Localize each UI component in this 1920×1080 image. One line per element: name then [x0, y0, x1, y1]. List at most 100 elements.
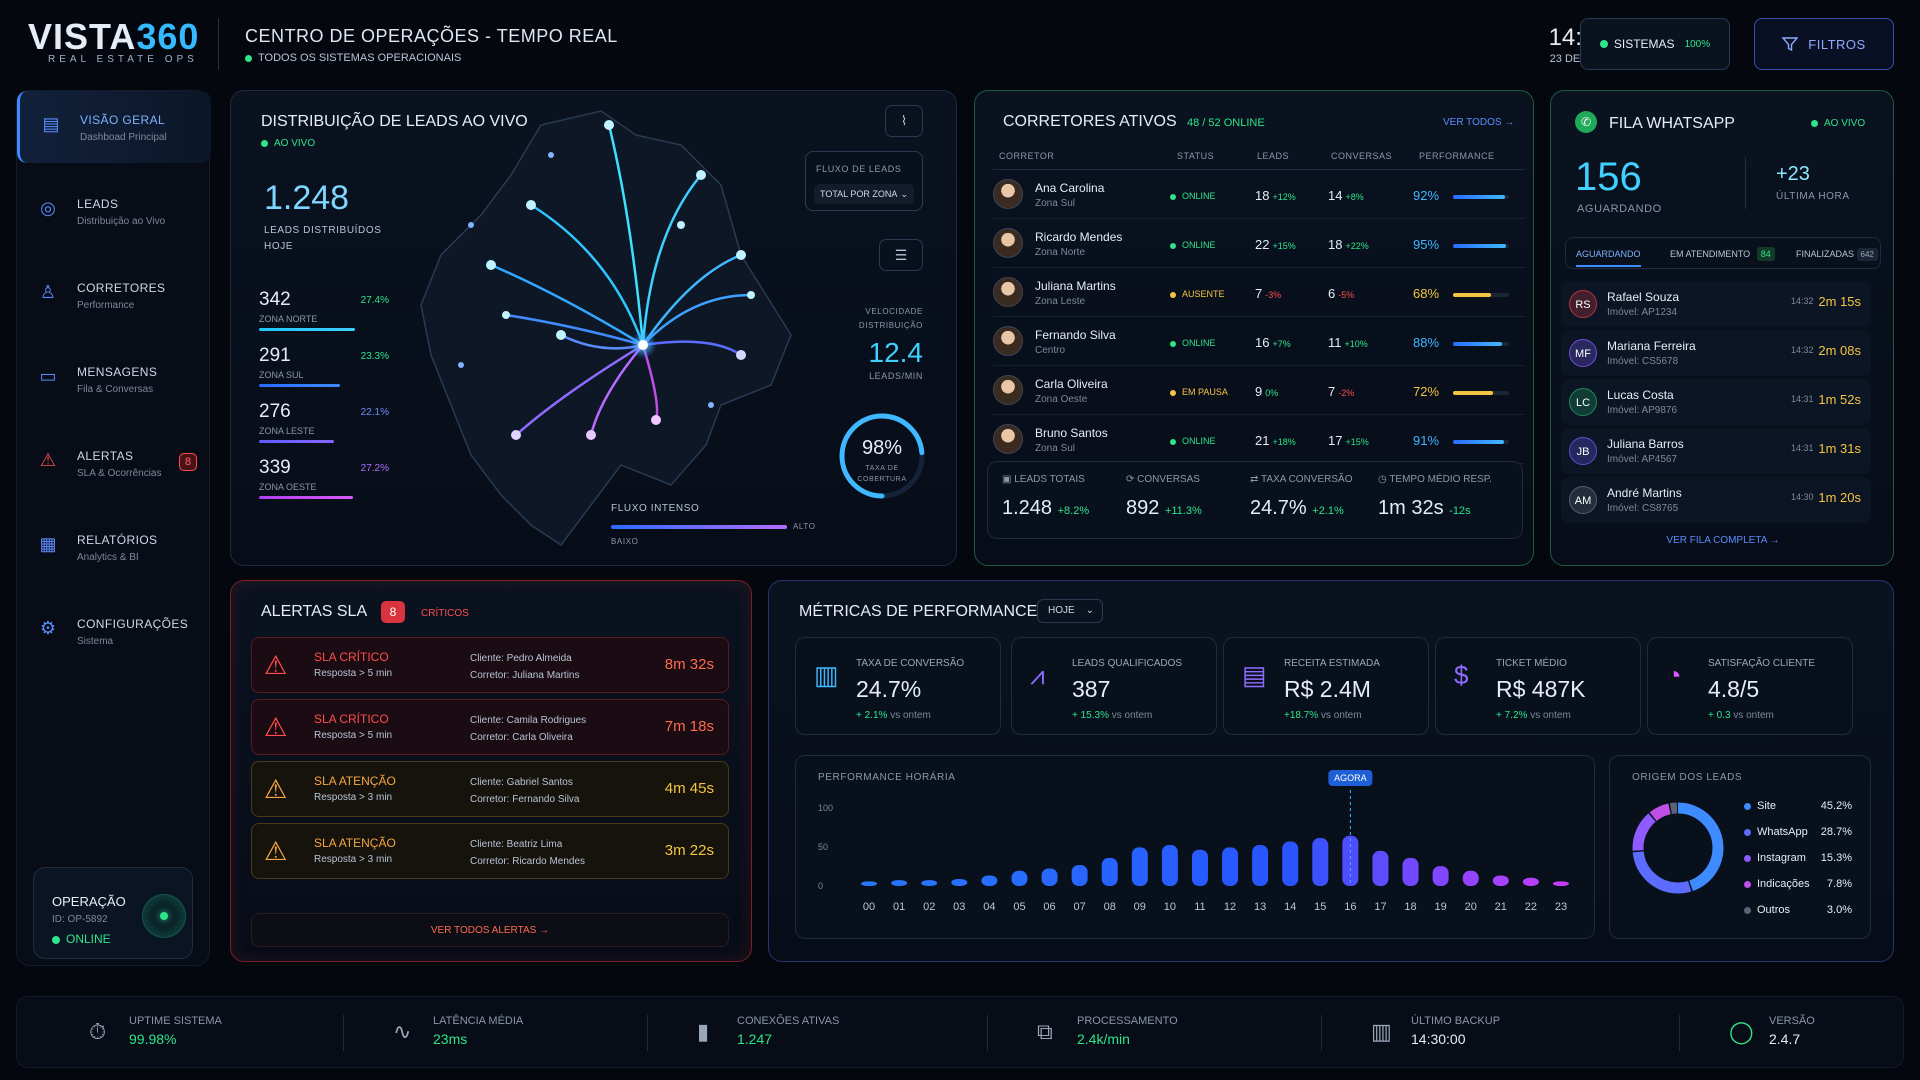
pulse-icon: ∿	[393, 1019, 412, 1044]
broker-row[interactable]: Ricardo Mendes Zona Norte ONLINE 22 +15% 18 +2…	[993, 220, 1525, 268]
sidebar-item-messages[interactable]: ▭ MENSAGENS Fila & Conversas	[17, 343, 211, 415]
footer-stat: ▥ ÚLTIMO BACKUP 14:30:00	[1371, 1015, 1571, 1051]
sidebar-item-leads[interactable]: ◎ LEADS Distribuição ao Vivo	[17, 175, 211, 247]
legend-item: Indicações 7.8%	[1744, 878, 1852, 890]
metric-delta: +18.7% vs ontem	[1284, 710, 1362, 721]
leads-total-label: LEADS DISTRIBUÍDOS	[264, 225, 382, 236]
footer-divider	[647, 1015, 648, 1051]
sidebar-item-overview[interactable]: ▤ VISÃO GERAL Dashboad Principal	[17, 91, 211, 163]
broker-zone: Zona Oeste	[1035, 394, 1088, 405]
sla-alert-item[interactable]: ⚠ SLA ATENÇÃO Resposta > 3 min Cliente: Bea…	[251, 823, 729, 879]
sidebar-item-reports[interactable]: ▦ RELATÓRIOS Analytics & BI	[17, 511, 211, 583]
legend-item: WhatsApp 28.7%	[1744, 826, 1852, 838]
filters-button[interactable]: FILTROS	[1754, 18, 1894, 70]
metric-label: RECEITA ESTIMADA	[1284, 658, 1380, 669]
live-dot-icon	[261, 139, 268, 147]
brokers-title: CORRETORES ATIVOS	[1003, 113, 1177, 130]
sla-alert-item[interactable]: ⚠ SLA CRÍTICO Resposta > 5 min Cliente: Cam…	[251, 699, 729, 755]
x-tick-label: 15	[1314, 901, 1326, 913]
broker-leads: 18 +12%	[1255, 188, 1296, 203]
broker-status: ONLINE	[1170, 240, 1216, 250]
list-view-button[interactable]: ☰	[879, 239, 923, 271]
hour-bar	[981, 875, 998, 886]
queue-wait: 2m 15s	[1818, 294, 1861, 309]
queue-property: Imóvel: CS8765	[1607, 503, 1679, 514]
chart-toggle-button[interactable]: ⌇	[885, 105, 923, 137]
status-footer: ⏱ UPTIME SISTEMA 99.98% ∿ LATÊNCIA MÉDIA 23ms…	[16, 996, 1904, 1068]
hour-bar	[1011, 870, 1028, 886]
broker-row[interactable]: Bruno Santos Zona Sul ONLINE 21 +18% 17 +15% 91…	[993, 416, 1525, 464]
x-tick-label: 07	[1074, 901, 1086, 913]
broker-zone: Zona Leste	[1035, 296, 1086, 307]
broker-row[interactable]: Carla Oliveira Zona Oeste EM PAUSA 9 0% 7 -2% 7…	[993, 367, 1525, 415]
queue-item[interactable]: RS Rafael Souza Imóvel: AP1234 14:32 2m 15s	[1561, 281, 1871, 327]
alert-title: SLA CRÍTICO	[314, 650, 389, 664]
col-header-performance: PERFORMANCE	[1419, 151, 1495, 161]
sla-alerts-panel: ALERTAS SLA 8 CRÍTICOS ⚠ SLA CRÍTICO Respo…	[230, 580, 752, 962]
systems-button[interactable]: SISTEMAS 100%	[1580, 18, 1730, 70]
hour-bar	[1522, 877, 1539, 886]
metric-card: $ TICKET MÉDIO R$ 487K + 7.2% vs ontem	[1435, 637, 1641, 735]
broker-name: Ana Carolina	[1035, 181, 1105, 195]
system-status: TODOS OS SISTEMAS OPERACIONAIS	[245, 52, 461, 64]
footer-stat: ∿ LATÊNCIA MÉDIA 23ms	[393, 1015, 593, 1051]
queue-name: André Martins	[1607, 486, 1682, 500]
map-title: DISTRIBUIÇÃO DE LEADS AO VIVO	[261, 113, 528, 130]
see-full-queue-link[interactable]: VER FILA COMPLETA →	[1666, 535, 1780, 546]
x-tick-label: 13	[1254, 901, 1266, 913]
legend-swatch-icon	[1744, 802, 1751, 810]
metric-delta: + 7.2% vs ontem	[1496, 710, 1571, 721]
queue-item[interactable]: AM André Martins Imóvel: CS8765 14:30 1m 20s	[1561, 477, 1871, 523]
footer-value: 23ms	[433, 1031, 468, 1047]
last-hour-delta: +23	[1776, 163, 1810, 185]
alert-elapsed: 4m 45s	[664, 780, 714, 797]
see-all-alerts-button[interactable]: VER TODOS ALERTAS →	[251, 913, 729, 947]
avatar	[993, 375, 1023, 405]
period-select[interactable]: HOJE ⌄	[1037, 599, 1103, 623]
hourly-performance-card: PERFORMANCE HORÁRIA 100 50 0 00 01 02 03 04 05 06…	[795, 755, 1595, 939]
sla-alert-item[interactable]: ⚠ SLA CRÍTICO Resposta > 5 min Cliente: Ped…	[251, 637, 729, 693]
bars-icon: ▮	[697, 1019, 710, 1044]
broker-row[interactable]: Fernando Silva Centro ONLINE 16 +7% 11 +10% 88%	[993, 318, 1525, 366]
hour-bar	[1131, 847, 1148, 886]
broker-row[interactable]: Juliana Martins Zona Leste AUSENTE 7 -3% 6 -5%…	[993, 269, 1525, 317]
sidebar-item-alerts[interactable]: ⚠ ALERTAS SLA & Ocorrências 8	[17, 427, 211, 499]
hour-bar	[891, 880, 908, 886]
queue-property: Imóvel: AP4567	[1607, 454, 1678, 465]
sidebar-item-brokers[interactable]: ♙ CORRETORES Performance	[17, 259, 211, 331]
performance-bar	[1453, 440, 1509, 444]
flow-zone-select[interactable]: TOTAL POR ZONA ⌄	[814, 184, 914, 204]
hour-bar	[1492, 875, 1509, 886]
hour-bar	[1161, 845, 1178, 886]
queue-item[interactable]: MF Mariana Ferreira Imóvel: CS5678 14:32 2m …	[1561, 330, 1871, 376]
queue-item[interactable]: JB Juliana Barros Imóvel: AP4567 14:31 1m 31…	[1561, 428, 1871, 474]
queue-item[interactable]: LC Lucas Costa Imóvel: AP9876 14:31 1m 52s	[1561, 379, 1871, 425]
tab-finished[interactable]: FINALIZADAS 642	[1796, 248, 1878, 261]
operation-title: OPERAÇÃO	[52, 894, 126, 909]
metric-value: 387	[1072, 676, 1111, 702]
whatsapp-live: AO VIVO	[1811, 118, 1865, 129]
footer-label: CONEXÕES ATIVAS	[737, 1015, 840, 1027]
hour-bar	[951, 878, 968, 886]
performance-bar	[1453, 195, 1509, 199]
tab-waiting[interactable]: AGUARDANDO	[1576, 249, 1641, 267]
sidebar-item-settings[interactable]: ⚙ CONFIGURAÇÕES Sistema	[17, 595, 211, 667]
footer-label: LATÊNCIA MÉDIA	[433, 1015, 524, 1027]
legend-swatch-icon	[1744, 828, 1751, 836]
alert-sla: Resposta > 5 min	[314, 668, 393, 679]
col-header-broker: CORRETOR	[999, 151, 1055, 161]
hourly-chart-title: PERFORMANCE HORÁRIA	[818, 772, 956, 783]
metric-value: 24.7%	[856, 676, 922, 702]
hour-bar	[1312, 838, 1329, 886]
y-tick-label: 50	[818, 842, 828, 852]
leads-flow-map	[420, 110, 792, 547]
waiting-count: 156	[1575, 155, 1642, 199]
see-all-brokers-link[interactable]: VER TODOS →	[1443, 117, 1515, 128]
broker-performance: 68%	[1413, 286, 1440, 301]
logo-subtitle: REAL ESTATE OPS	[48, 54, 198, 65]
broker-row[interactable]: Ana Carolina Zona Sul ONLINE 18 +12% 14 +8% 92%	[993, 171, 1525, 219]
tab-in-service[interactable]: EM ATENDIMENTO 84	[1670, 247, 1775, 261]
flow-label: FLUXO DE LEADS	[816, 164, 902, 174]
sla-alert-item[interactable]: ⚠ SLA ATENÇÃO Resposta > 3 min Cliente: Gab…	[251, 761, 729, 817]
active-brokers-panel: CORRETORES ATIVOS 48 / 52 ONLINE VER TOD…	[974, 90, 1534, 566]
